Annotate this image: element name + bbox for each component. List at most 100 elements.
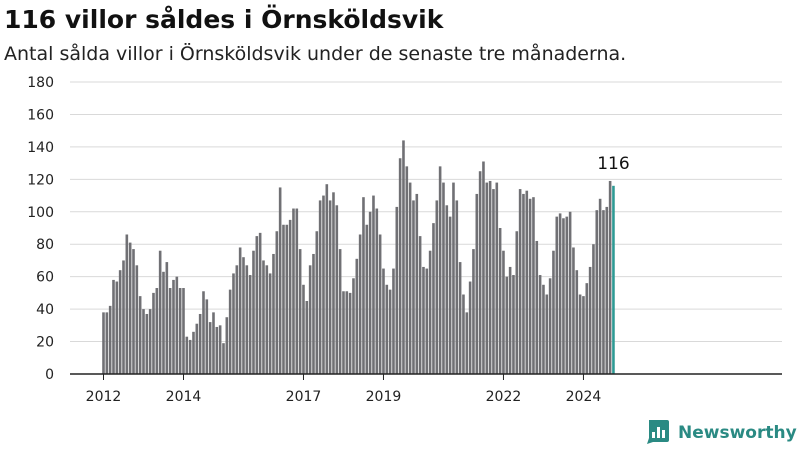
bar	[265, 265, 269, 374]
bar	[312, 253, 315, 374]
bar	[365, 224, 369, 374]
bar	[168, 288, 172, 374]
bar	[562, 218, 565, 374]
bar	[408, 182, 412, 374]
newsworthy-logo[interactable]: Newsworthy	[645, 420, 797, 446]
bar	[592, 244, 595, 374]
bar	[235, 265, 239, 374]
y-tick-label: 100	[27, 205, 54, 221]
bar	[515, 231, 519, 374]
bar	[602, 210, 605, 374]
y-tick-label: 60	[36, 270, 54, 286]
bar	[228, 289, 232, 374]
bar	[455, 200, 459, 374]
bar	[598, 198, 602, 374]
y-tick-label: 160	[27, 107, 54, 123]
bar	[398, 158, 402, 374]
labels: 116	[597, 154, 629, 174]
bar	[472, 249, 475, 374]
bar	[322, 195, 325, 374]
bar	[425, 268, 429, 374]
bar	[338, 249, 342, 374]
bar	[248, 275, 252, 374]
bar	[508, 266, 512, 374]
bar	[135, 265, 139, 374]
bar	[172, 279, 175, 374]
bar	[192, 331, 195, 374]
bar	[405, 166, 409, 374]
bar	[445, 205, 449, 374]
axes: 0 20 40 60 80 100 120 140 160 180 2012 2014 2017 2019…	[27, 75, 782, 405]
bar	[108, 305, 112, 374]
bar	[352, 278, 355, 374]
bar	[202, 291, 205, 374]
bar	[582, 296, 585, 374]
bar	[498, 228, 502, 374]
bar	[142, 309, 145, 374]
bar	[222, 343, 225, 374]
bar	[288, 219, 292, 374]
bar	[438, 166, 442, 374]
bar	[575, 270, 579, 374]
bar	[185, 336, 189, 374]
bar	[525, 190, 529, 374]
bar	[345, 291, 349, 374]
bar	[112, 279, 115, 374]
bar	[242, 257, 245, 374]
bar	[268, 273, 272, 374]
bars	[102, 140, 615, 374]
bar	[465, 312, 469, 374]
bar	[588, 266, 592, 374]
x-tick-label: 2012	[86, 389, 122, 405]
bar	[502, 250, 505, 374]
bar	[158, 250, 162, 374]
bar	[418, 236, 422, 374]
y-tick-label: 0	[45, 367, 54, 383]
bar	[292, 208, 295, 374]
highlight-bar	[612, 185, 615, 374]
bar	[545, 294, 549, 374]
bar	[308, 265, 312, 374]
y-tick-label: 20	[36, 335, 54, 351]
x-tick-label: 2024	[566, 389, 602, 405]
bar	[548, 278, 552, 374]
bar	[558, 213, 562, 374]
x-tick-label: 2017	[286, 389, 322, 405]
bar	[215, 326, 219, 374]
y-tick-label: 40	[36, 302, 54, 318]
bar	[255, 236, 259, 374]
bar	[285, 224, 289, 374]
bar	[208, 322, 212, 374]
x-tick-label: 2014	[166, 389, 202, 405]
bar	[362, 197, 365, 374]
bar	[305, 301, 309, 374]
bar	[475, 193, 479, 374]
x-tick-label: 2022	[486, 389, 522, 405]
bar	[395, 206, 399, 374]
bar	[335, 205, 339, 374]
y-tick-label: 180	[27, 75, 54, 91]
bar	[278, 187, 282, 374]
bar	[382, 268, 385, 374]
bar	[355, 258, 359, 374]
bar	[315, 231, 319, 374]
bar	[585, 283, 589, 374]
bar	[572, 247, 575, 374]
bar	[522, 193, 525, 374]
bar	[538, 275, 542, 374]
bar	[505, 276, 509, 374]
bar	[368, 211, 372, 374]
bar	[318, 200, 322, 374]
bar	[492, 189, 495, 374]
bar	[118, 270, 122, 374]
bar	[518, 189, 522, 374]
bar	[138, 296, 142, 374]
bar	[488, 180, 492, 374]
bar	[432, 223, 435, 374]
bar	[102, 312, 105, 374]
bar	[375, 208, 379, 374]
bar	[535, 240, 539, 374]
bar	[595, 210, 599, 374]
bar	[195, 323, 199, 374]
